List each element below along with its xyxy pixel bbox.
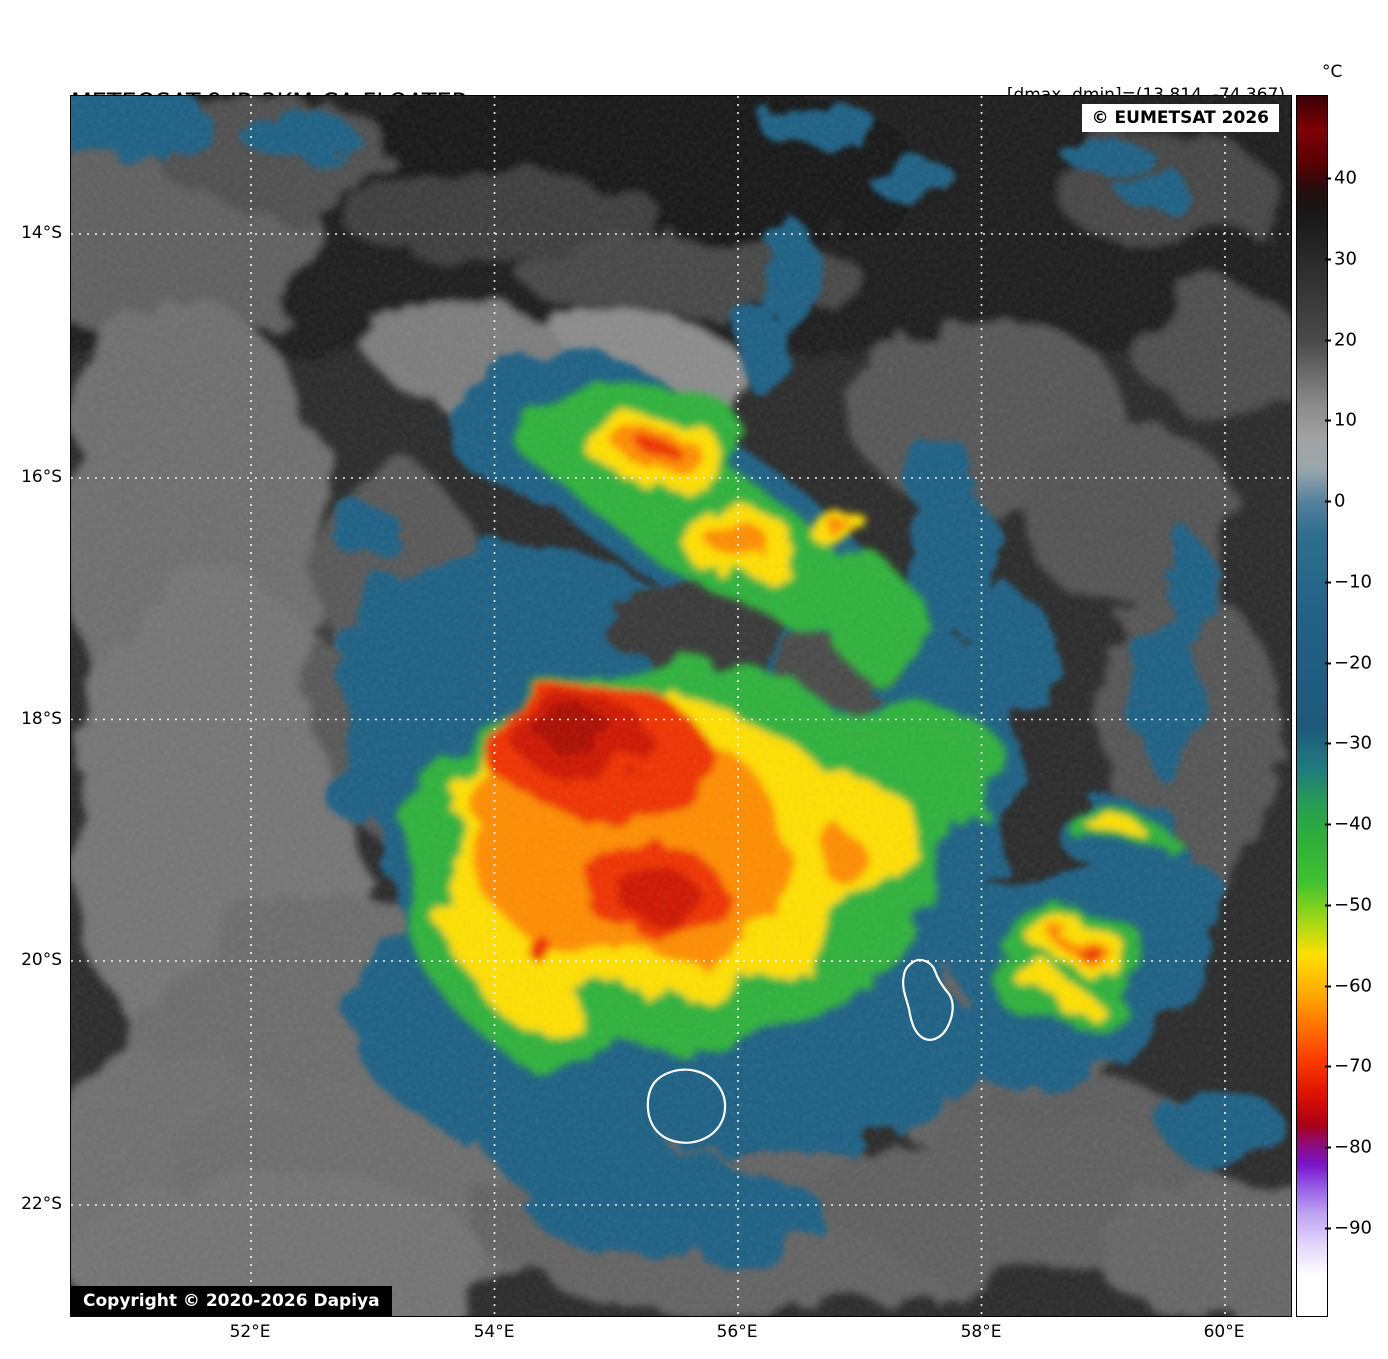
- lat-tick: 16°S: [21, 467, 62, 487]
- colorbar-tick: −40: [1325, 813, 1372, 835]
- lon-tick: 60°E: [1203, 1322, 1245, 1342]
- lat-tick: 18°S: [21, 709, 62, 729]
- eumetsat-credit-badge: © EUMETSAT 2026: [1081, 104, 1279, 132]
- lat-tick: 22°S: [21, 1194, 62, 1214]
- colorbar-tick: 40: [1325, 167, 1357, 189]
- colorbar-tick: −70: [1325, 1055, 1372, 1077]
- island-outlines: [646, 958, 954, 1144]
- colorbar-tick: 20: [1325, 329, 1357, 351]
- colorbar-gradient: [1297, 96, 1327, 1316]
- mauritius-outline: [901, 958, 954, 1041]
- lat-tick: 20°S: [21, 950, 62, 970]
- dapiya-copyright-badge: Copyright © 2020-2026 Dapiya: [71, 1286, 392, 1316]
- colorbar-tick: 10: [1325, 409, 1357, 431]
- colorbar-tick: −50: [1325, 894, 1372, 916]
- colorbar-tick: 0: [1324, 490, 1346, 512]
- colorbar-tick: −90: [1325, 1217, 1372, 1239]
- satellite-image-panel: © EUMETSAT 2026 Copyright © 2020-2026 Da…: [70, 95, 1292, 1317]
- colorbar-tick: −60: [1325, 975, 1372, 997]
- colorbar: [1296, 95, 1328, 1317]
- latlon-grid: [71, 96, 1291, 1316]
- colorbar-tick: −10: [1325, 571, 1372, 593]
- lon-tick: 56°E: [716, 1322, 758, 1342]
- lon-tick: 54°E: [473, 1322, 515, 1342]
- lon-tick: 58°E: [960, 1322, 1002, 1342]
- colorbar-tick: −20: [1325, 652, 1372, 674]
- lat-tick: 14°S: [21, 223, 62, 243]
- image-grain: [71, 96, 1291, 1316]
- lon-tick: 52°E: [229, 1322, 271, 1342]
- colorbar-tick: −30: [1325, 732, 1372, 754]
- satellite-ir-image: [71, 96, 1291, 1316]
- colorbar-tick: −80: [1325, 1136, 1372, 1158]
- colorbar-unit-label: °C: [1322, 62, 1343, 82]
- reunion-outline: [646, 1068, 727, 1144]
- colorbar-tick: 30: [1325, 248, 1357, 270]
